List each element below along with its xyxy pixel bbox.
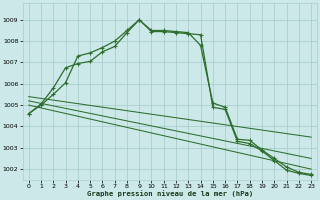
X-axis label: Graphe pression niveau de la mer (hPa): Graphe pression niveau de la mer (hPa) [87,190,253,197]
